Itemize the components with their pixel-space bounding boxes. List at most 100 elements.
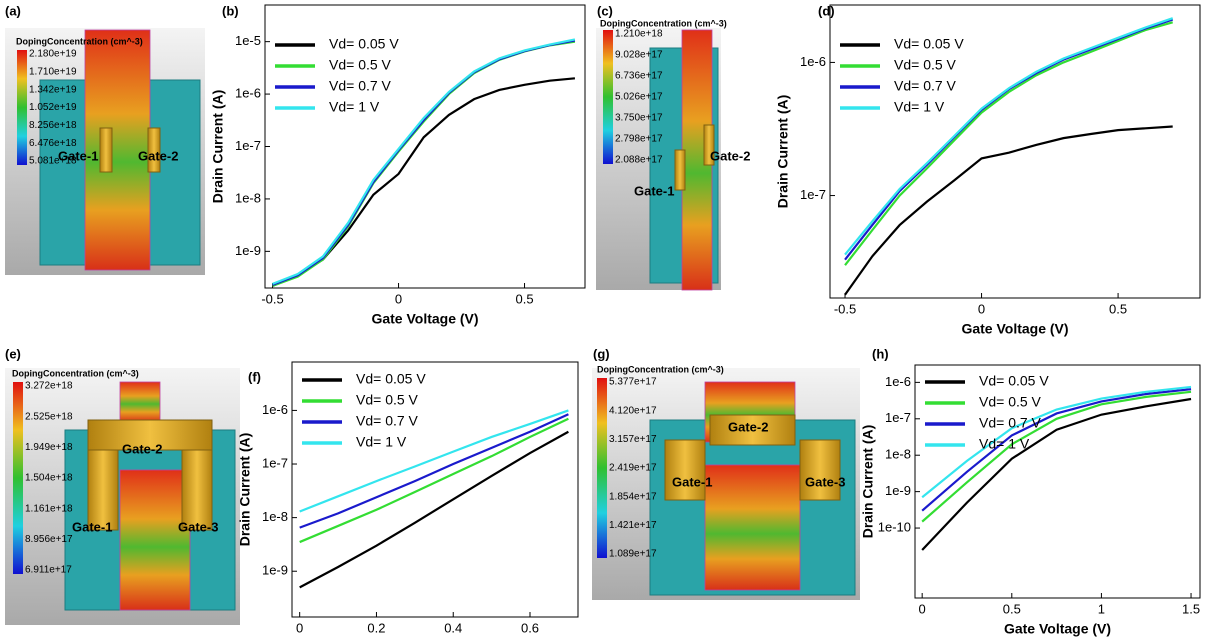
colorbar-label: 3.272e+18 <box>25 381 73 392</box>
x-axis-label: Gate Voltage (V) <box>371 311 478 327</box>
colorbar-label: 2.180e+19 <box>29 49 77 60</box>
y-tick-label: 1e-9 <box>262 563 288 578</box>
gate-electrode <box>100 128 112 172</box>
colorbar-label: 5.026e+17 <box>615 92 663 103</box>
x-tick-label: 0.5 <box>1003 601 1021 616</box>
colorbar-label: 8.956e+17 <box>25 534 73 545</box>
x-tick-label: 0.2 <box>367 620 385 635</box>
colorbar <box>17 50 27 165</box>
colorbar-label: 1.854e+17 <box>609 491 657 502</box>
legend-label: Vd= 0.05 V <box>979 373 1049 389</box>
y-tick-label: 1e-7 <box>235 138 261 153</box>
gate-label: Gate-2 <box>122 441 162 456</box>
legend-label: Vd= 0.5 V <box>329 57 392 73</box>
x-tick-label: 0 <box>978 301 985 316</box>
colorbar <box>13 382 23 574</box>
gate-electrode <box>800 440 840 500</box>
y-axis-label: Drain Current (A) <box>860 425 876 539</box>
colorbar-label: 6.736e+17 <box>615 71 663 82</box>
colorbar-label: 1.949e+18 <box>25 442 73 453</box>
page: DopingConcentration (cm^-3) 2.180e+19 1.71… <box>0 0 1205 640</box>
legend-label: Vd= 0.5 V <box>979 394 1042 410</box>
y-tick-label: 1e-5 <box>235 33 261 48</box>
gate-electrode <box>675 150 685 190</box>
y-tick-label: 1e-7 <box>262 455 288 470</box>
panel-label: (e) <box>5 346 21 361</box>
y-tick-label: 1e-6 <box>800 54 826 69</box>
colorbar-label: 1.342e+19 <box>29 84 77 95</box>
x-tick-label: 0.5 <box>1109 301 1127 316</box>
colorbar-label: 6.911e+17 <box>25 565 72 576</box>
panel-label: (d) <box>818 3 835 18</box>
channel <box>120 382 160 422</box>
colorbar-title: DopingConcentration (cm^-3) <box>600 18 727 28</box>
legend-label: Vd= 0.7 V <box>979 415 1042 431</box>
channel <box>705 465 800 590</box>
channel <box>120 470 190 610</box>
colorbar-label: 1.089e+17 <box>609 549 657 560</box>
y-tick-label: 1e-10 <box>878 519 911 534</box>
y-tick-label: 1e-8 <box>235 190 261 205</box>
figure: DopingConcentration (cm^-3) 2.180e+19 1.71… <box>0 0 1205 640</box>
legend-label: Vd= 1 V <box>356 434 407 450</box>
panel-label: (c) <box>597 3 613 18</box>
x-tick-label: 0 <box>919 601 926 616</box>
gate-electrode <box>665 440 705 500</box>
y-axis-label: Drain Current (A) <box>210 90 226 204</box>
y-tick-label: 1e-6 <box>885 374 911 389</box>
legend-label: Vd= 1 V <box>329 99 380 115</box>
legend-label: Vd= 0.05 V <box>894 36 964 52</box>
legend-label: Vd= 1 V <box>979 436 1030 452</box>
legend-label: Vd= 0.05 V <box>329 36 399 52</box>
legend-label: Vd= 0.5 V <box>356 392 419 408</box>
x-tick-label: -0.5 <box>834 301 856 316</box>
gate-label: Gate-1 <box>72 519 112 534</box>
colorbar-label: 6.476e+18 <box>29 138 77 149</box>
y-tick-label: 1e-6 <box>235 86 261 101</box>
panel-label: (f) <box>248 369 261 384</box>
gate-label: Gate-3 <box>178 519 218 534</box>
x-tick-label: 0.5 <box>515 291 533 306</box>
x-tick-label: 0.4 <box>444 620 462 635</box>
y-axis-label: Drain Current (A) <box>775 95 791 209</box>
y-tick-label: 1e-9 <box>885 483 911 498</box>
colorbar-label: 2.088e+17 <box>615 155 663 166</box>
panel-label: (a) <box>5 3 21 18</box>
y-tick-label: 1e-9 <box>235 243 261 258</box>
y-tick-label: 1e-7 <box>885 410 911 425</box>
colorbar-label: 3.750e+17 <box>615 113 663 124</box>
gate-label: Gate-1 <box>58 148 98 163</box>
colorbar-label: 5.377e+17 <box>609 377 657 388</box>
colorbar-label: 4.120e+17 <box>609 405 657 416</box>
gate-label: Gate-1 <box>634 183 674 198</box>
colorbar-label: 8.256e+18 <box>29 120 77 131</box>
colorbar-label: 1.710e+19 <box>29 66 77 77</box>
colorbar-label: 2.798e+17 <box>615 134 663 145</box>
colorbar-label: 9.028e+17 <box>615 50 663 61</box>
x-tick-label: 0 <box>395 291 402 306</box>
x-tick-label: 1.5 <box>1182 601 1200 616</box>
colorbar-label: 1.504e+18 <box>25 473 73 484</box>
y-axis-label: Drain Current (A) <box>237 433 253 547</box>
panel-label: (b) <box>222 3 239 18</box>
gate-electrode <box>182 450 212 530</box>
colorbar-label: 1.210e+18 <box>615 29 663 40</box>
colorbar-label: 2.525e+18 <box>25 411 73 422</box>
legend-label: Vd= 1 V <box>894 99 945 115</box>
colorbar-label: 1.052e+19 <box>29 102 77 113</box>
colorbar-title: DopingConcentration (cm^-3) <box>16 36 143 46</box>
y-tick-label: 1e-8 <box>885 447 911 462</box>
gate-label: Gate-2 <box>138 148 178 163</box>
colorbar-title: DopingConcentration (cm^-3) <box>597 364 724 374</box>
legend-label: Vd= 0.7 V <box>894 78 957 94</box>
x-tick-label: 0.6 <box>521 620 539 635</box>
x-axis-label: Gate Voltage (V) <box>1004 621 1111 637</box>
colorbar <box>603 30 613 164</box>
y-tick-label: 1e-6 <box>262 402 288 417</box>
legend-label: Vd= 0.05 V <box>356 371 426 387</box>
colorbar-label: 1.421e+17 <box>609 520 657 531</box>
colorbar-label: 1.161e+18 <box>25 503 73 514</box>
legend-label: Vd= 0.7 V <box>356 413 419 429</box>
gate-label: Gate-3 <box>805 474 845 489</box>
gate-label: Gate-2 <box>710 148 750 163</box>
